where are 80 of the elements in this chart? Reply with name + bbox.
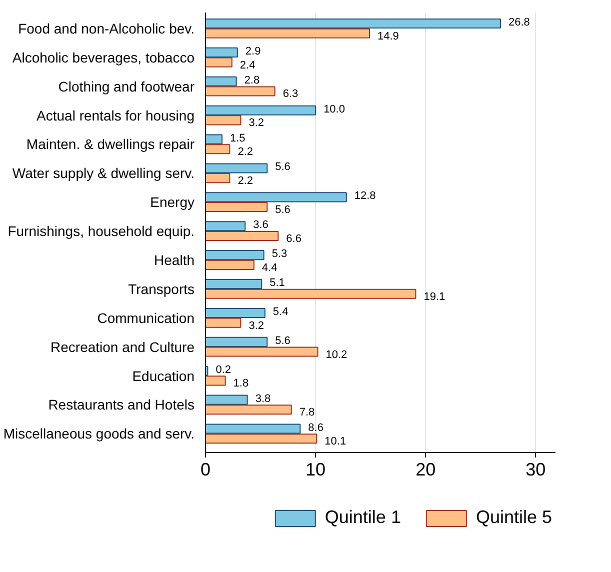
x-tick-label: 30 <box>526 460 546 480</box>
bar <box>206 250 264 260</box>
data-label: 1.8 <box>233 378 249 390</box>
data-label: 2.4 <box>240 59 256 72</box>
bar <box>206 192 347 202</box>
y-tick-label: Restaurants and Hotels <box>48 396 195 413</box>
bar <box>206 47 238 58</box>
bar <box>206 279 262 290</box>
legend-label: Quintile 1 <box>324 507 401 528</box>
data-label: 5.3 <box>272 248 288 260</box>
data-label: 3.2 <box>248 320 264 332</box>
bar <box>206 336 268 347</box>
bar <box>206 424 301 434</box>
bar <box>206 76 237 86</box>
data-label: 8.6 <box>308 422 324 434</box>
data-label: 14.9 <box>377 30 399 42</box>
y-tick-label: Transports <box>128 280 194 297</box>
data-label: 10.1 <box>324 436 346 448</box>
data-label: 12.8 <box>354 190 376 202</box>
data-label: 2.8 <box>244 74 260 86</box>
bar <box>206 105 316 116</box>
data-label: 5.6 <box>275 204 290 216</box>
data-label: 10.0 <box>324 103 345 116</box>
bar <box>206 260 254 270</box>
bar <box>206 230 279 241</box>
y-tick-label: Recreation and Culture <box>50 338 195 355</box>
legend-label: Quintile 5 <box>476 507 552 528</box>
data-label: 3.8 <box>255 392 271 405</box>
bar <box>206 404 292 415</box>
y-tick-label: Water supply & dwelling serv. <box>12 165 195 182</box>
data-label: 2.2 <box>238 146 254 158</box>
x-tick-label: 10 <box>306 460 326 480</box>
bar <box>206 173 230 184</box>
bar <box>206 394 248 405</box>
bar <box>206 163 268 174</box>
x-tick-label: 20 <box>416 460 436 480</box>
y-tick-label: Mainten. & dwellings repair <box>26 136 195 152</box>
y-tick-label: Food and non-Alcoholic bev. <box>18 20 195 36</box>
data-label: 5.4 <box>272 306 288 318</box>
bar <box>206 115 242 126</box>
data-label: 3.2 <box>248 117 264 130</box>
bar <box>206 144 230 154</box>
data-label: 5.6 <box>275 161 290 174</box>
data-label: 6.6 <box>286 232 302 245</box>
bar <box>206 318 242 328</box>
bar <box>206 308 266 318</box>
bar <box>206 28 370 38</box>
y-tick-label: Furnishings, household equip. <box>8 223 195 240</box>
y-tick-label: Alcoholic beverages, tobacco <box>12 49 195 66</box>
data-label: 1.5 <box>230 132 246 144</box>
bar <box>206 202 268 212</box>
bar <box>206 346 318 357</box>
x-tick-label: 0 <box>200 460 211 480</box>
bar <box>206 434 318 444</box>
data-label: 5.6 <box>275 334 290 347</box>
bar <box>206 57 232 68</box>
data-label: 2.2 <box>238 175 254 188</box>
y-tick-label: Clothing and footwear <box>58 78 195 94</box>
y-tick-label: Education <box>132 368 195 384</box>
bar <box>206 376 226 386</box>
data-label: 19.1 <box>424 290 446 303</box>
data-label: 3.6 <box>253 219 268 232</box>
y-tick-label: Health <box>154 252 194 268</box>
data-label: 7.8 <box>299 406 315 419</box>
y-tick-label: Miscellaneous goods and serv. <box>3 426 195 442</box>
data-label: 0.2 <box>216 364 231 376</box>
y-tick-label: Energy <box>150 194 194 210</box>
bar <box>206 134 223 144</box>
y-tick-label: Communication <box>97 310 195 326</box>
bar <box>206 288 416 299</box>
data-label: 2.9 <box>245 45 261 58</box>
data-label: 5.1 <box>270 277 285 290</box>
bar <box>206 221 246 232</box>
data-label: 4.4 <box>262 262 278 274</box>
bar <box>206 86 276 96</box>
data-label: 10.2 <box>326 348 348 361</box>
y-tick-label: Actual rentals for housing <box>36 107 195 124</box>
data-label: 6.3 <box>282 88 298 100</box>
data-label: 26.8 <box>508 16 530 28</box>
bar <box>206 18 501 29</box>
